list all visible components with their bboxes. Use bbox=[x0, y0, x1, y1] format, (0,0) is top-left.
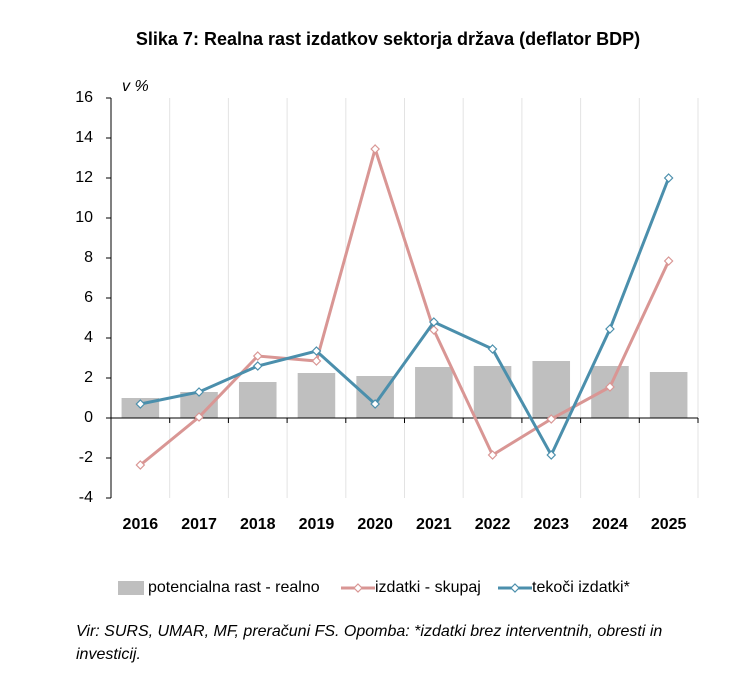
legend-marker bbox=[353, 583, 363, 593]
line-marker bbox=[135, 399, 146, 409]
y-tick-label: 6 bbox=[84, 289, 93, 306]
legend-marker bbox=[510, 583, 520, 593]
bar bbox=[297, 373, 336, 418]
legend-label: potencialna rast - realno bbox=[148, 579, 320, 596]
line-marker bbox=[194, 387, 204, 397]
y-axis-label: v % bbox=[122, 78, 149, 95]
y-tick-label: 8 bbox=[84, 249, 93, 266]
x-tick-label: 2022 bbox=[475, 516, 511, 533]
line-marker bbox=[487, 344, 498, 354]
y-tick-label: 0 bbox=[84, 409, 93, 426]
line-marker bbox=[252, 361, 263, 371]
y-tick-label: 2 bbox=[84, 369, 93, 386]
x-tick-label: 2017 bbox=[181, 516, 217, 533]
line-marker bbox=[546, 450, 557, 460]
line-marker bbox=[605, 382, 615, 392]
bar bbox=[532, 361, 571, 418]
bar bbox=[591, 366, 629, 418]
line-marker bbox=[311, 346, 322, 356]
line bbox=[140, 177, 671, 459]
line-marker bbox=[546, 414, 557, 424]
line-marker bbox=[663, 173, 674, 183]
y-tick-label: 4 bbox=[84, 329, 93, 346]
line-marker bbox=[252, 351, 263, 361]
line-marker bbox=[487, 450, 498, 460]
line-marker bbox=[135, 460, 146, 470]
x-tick-label: 2020 bbox=[357, 516, 393, 533]
x-tick-label: 2025 bbox=[651, 516, 687, 533]
line-marker bbox=[429, 325, 439, 335]
bar bbox=[238, 382, 277, 418]
x-tick-label: 2019 bbox=[299, 516, 335, 533]
line-marker bbox=[605, 324, 615, 334]
legend-label: izdatki - skupaj bbox=[375, 579, 481, 596]
footnote: Vir: SURS, UMAR, MF, preračuni FS. Opomb… bbox=[76, 623, 663, 663]
x-tick-label: 2021 bbox=[416, 516, 452, 533]
line-marker bbox=[370, 144, 380, 154]
line-marker bbox=[370, 399, 380, 409]
line-marker bbox=[311, 356, 322, 366]
bar bbox=[415, 367, 453, 418]
line-marker bbox=[663, 256, 674, 266]
x-tick-label: 2016 bbox=[123, 516, 159, 533]
y-tick-label: -2 bbox=[79, 449, 93, 466]
y-tick-label: -4 bbox=[79, 489, 93, 506]
y-tick-label: 16 bbox=[75, 89, 93, 106]
line-marker bbox=[429, 317, 439, 327]
bar bbox=[356, 376, 394, 418]
line bbox=[139, 143, 671, 467]
chart-title: Slika 7: Realna rast izdatkov sektorja d… bbox=[136, 29, 640, 49]
x-tick-label: 2023 bbox=[533, 516, 569, 533]
bar bbox=[649, 372, 688, 418]
y-tick-label: 14 bbox=[75, 129, 93, 146]
line-marker bbox=[194, 412, 204, 422]
legend-label: tekoči izdatki* bbox=[532, 579, 630, 596]
y-tick-label: 12 bbox=[75, 169, 93, 186]
y-tick-label: 10 bbox=[75, 209, 93, 226]
x-tick-label: 2024 bbox=[592, 516, 628, 533]
chart: Slika 7: Realna rast izdatkov sektorja d… bbox=[75, 29, 699, 596]
x-tick-label: 2018 bbox=[240, 516, 276, 533]
legend-swatch bbox=[118, 581, 144, 595]
